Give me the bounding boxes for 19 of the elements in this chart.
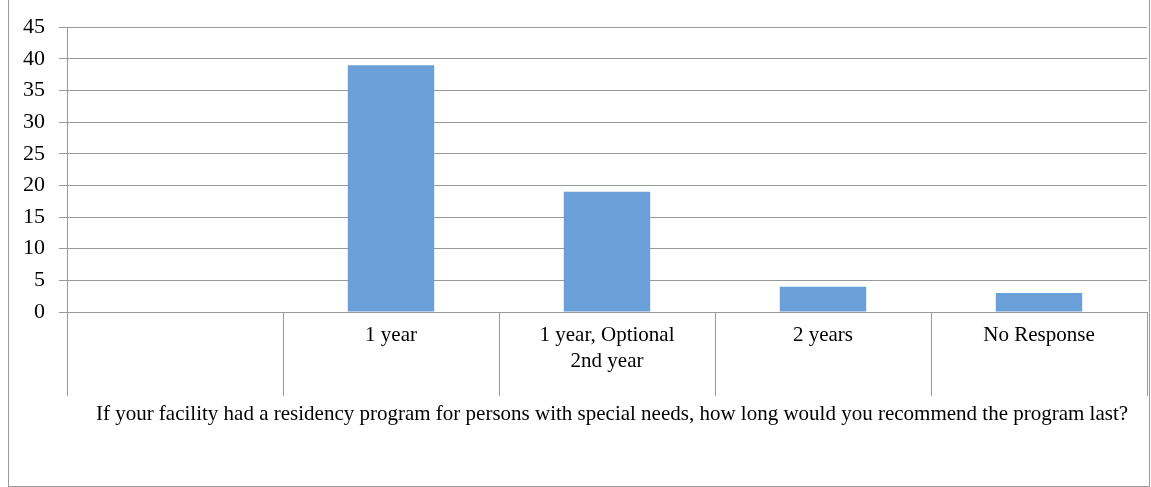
y-tick-label: 15 bbox=[23, 202, 45, 228]
y-tick-label: 40 bbox=[23, 44, 45, 70]
bar bbox=[779, 286, 867, 312]
bar bbox=[347, 65, 435, 312]
y-tick-label: 20 bbox=[23, 171, 45, 197]
y-tick-label: 45 bbox=[23, 12, 45, 38]
y-tick-label: 0 bbox=[34, 297, 45, 323]
x-tick-label: 1 year bbox=[365, 321, 417, 346]
bar bbox=[563, 191, 651, 312]
y-tick-label: 30 bbox=[23, 107, 45, 133]
y-tick-label: 5 bbox=[34, 266, 45, 292]
y-tick-label: 35 bbox=[23, 76, 45, 102]
x-tick-label: 2 years bbox=[792, 321, 854, 346]
x-axis-title: If your facility had a residency program for persons with special needs, how long would you recommend the program last? bbox=[94, 400, 1130, 426]
y-tick-label: 25 bbox=[23, 139, 45, 165]
x-tick-label: 1 year, Optional 2nd year bbox=[539, 321, 675, 372]
bar bbox=[995, 293, 1083, 312]
y-tick-label: 10 bbox=[23, 234, 45, 260]
x-tick-label: No Response bbox=[983, 321, 1095, 346]
